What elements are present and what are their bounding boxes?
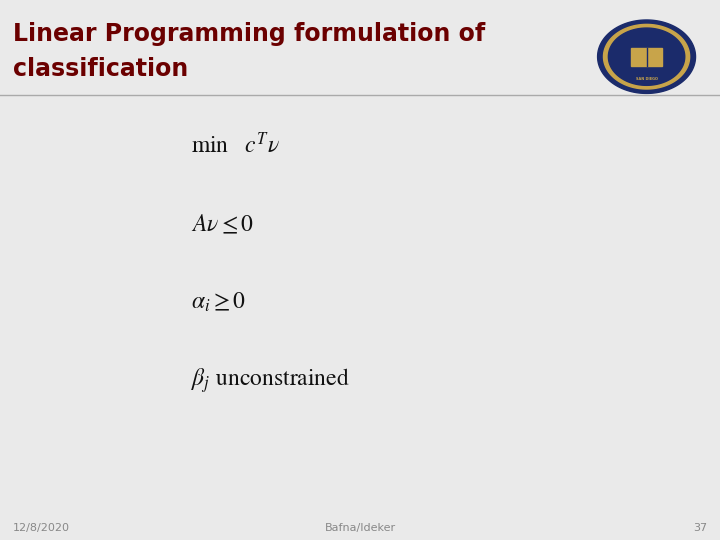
Polygon shape — [598, 20, 696, 93]
Polygon shape — [608, 28, 685, 85]
Text: $A\nu \leq 0$: $A\nu \leq 0$ — [191, 212, 253, 236]
Text: classification: classification — [13, 57, 188, 80]
Text: Bafna/Ideker: Bafna/Ideker — [325, 523, 395, 533]
Text: Linear Programming formulation of: Linear Programming formulation of — [13, 22, 485, 45]
Polygon shape — [631, 48, 662, 66]
Text: $\mathrm{min} \quad c^T \nu$: $\mathrm{min} \quad c^T \nu$ — [191, 133, 280, 159]
Text: 37: 37 — [693, 523, 707, 533]
Text: $\alpha_i \geq 0$: $\alpha_i \geq 0$ — [191, 291, 246, 314]
Text: 12/8/2020: 12/8/2020 — [13, 523, 70, 533]
Text: SAN DIEGO: SAN DIEGO — [636, 77, 657, 82]
Polygon shape — [603, 24, 690, 89]
Text: $\beta_j \text{ unconstrained}$: $\beta_j \text{ unconstrained}$ — [191, 366, 350, 395]
